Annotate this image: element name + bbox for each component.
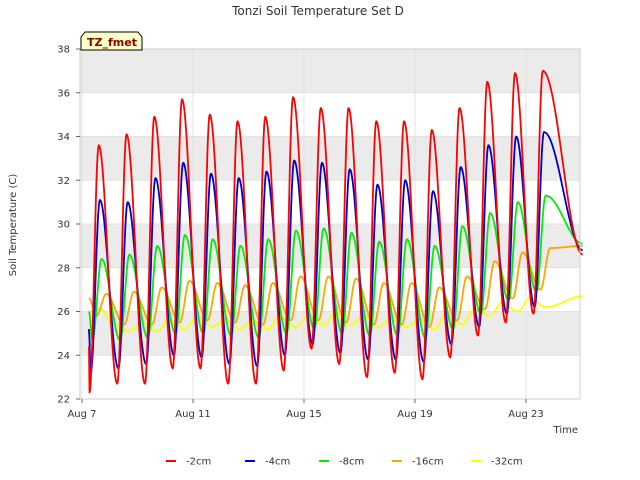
x-tick-label: Aug 11: [175, 409, 210, 420]
x-tick-label: Aug 7: [67, 409, 96, 420]
y-tick-label: 30: [57, 220, 70, 231]
y-tick-label: 28: [57, 263, 70, 274]
legend-label: -32cm: [491, 457, 523, 468]
plot-band: [80, 49, 580, 93]
site-tag: TZ_fmet: [80, 31, 143, 51]
series-layer: [88, 69, 583, 394]
y-axis: 22 24 26 28 30 32 34 36 38: [57, 45, 80, 406]
series-line-minus-2cm: [88, 69, 583, 394]
y-tick-label: 34: [57, 132, 70, 143]
y-tick-label: 22: [57, 395, 70, 406]
plot-band: [80, 136, 580, 181]
y-tick-label: 32: [57, 176, 70, 187]
chart-title: Tonzi Soil Temperature Set D: [231, 4, 404, 18]
y-tick-label: 36: [57, 88, 70, 99]
site-tag-label: TZ_fmet: [87, 36, 137, 49]
x-tick-label: Aug 23: [508, 409, 543, 420]
legend-label: -4cm: [265, 457, 290, 468]
plot-band: [80, 92, 580, 137]
legend-label: -8cm: [339, 457, 364, 468]
y-tick-label: 38: [57, 45, 70, 56]
site-tag-box: [80, 31, 143, 51]
x-axis: Aug 7 Aug 11 Aug 15 Aug 19 Aug 23: [67, 399, 544, 420]
legend: -2cm -4cm -8cm -16cm -32cm: [166, 457, 523, 468]
x-axis-label: Time: [553, 425, 578, 436]
plot-band: [80, 267, 580, 312]
y-tick-label: 24: [57, 351, 70, 362]
x-tick-label: Aug 15: [286, 409, 321, 420]
y-axis-label: Soil Temperature (C): [8, 174, 19, 277]
y-tick-label: 26: [57, 307, 70, 318]
legend-label: -2cm: [186, 457, 211, 468]
plot-band: [80, 355, 580, 399]
x-tick-label: Aug 19: [397, 409, 432, 420]
legend-label: -16cm: [412, 457, 444, 468]
